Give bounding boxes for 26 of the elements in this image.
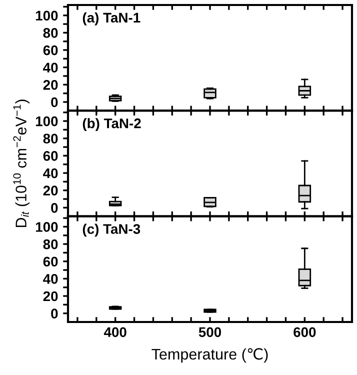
y-tick-label: 40 — [43, 274, 58, 284]
x-tick-label: 400 — [104, 327, 126, 338]
y-tick-label: 80 — [43, 239, 58, 250]
x-tick-label: 500 — [198, 327, 222, 338]
y-tick-label: 0 — [51, 203, 58, 213]
x-tick-label: 600 — [294, 327, 316, 338]
y-tick-label: 100 — [36, 10, 58, 21]
y-tick-label: 100 — [36, 222, 58, 232]
y-tick-label: 20 — [43, 80, 58, 90]
y-tick-label: 20 — [43, 186, 58, 196]
y-tick-label: 60 — [43, 151, 58, 161]
y-tick-label: 80 — [43, 134, 58, 144]
y-tick-label: 0 — [51, 97, 58, 108]
y-tick-label: 60 — [43, 256, 58, 267]
chart-title: (a) TaN-1 — [82, 12, 140, 26]
y-tick-label: 60 — [43, 45, 58, 56]
y-tick-label: 100 — [36, 116, 58, 126]
chart-title: (c) TaN-3 — [82, 224, 140, 237]
text: D$_{it}$ (10$^{10}$ cm$^{−2}$eV$^{−1}$) — [13, 100, 30, 228]
y-tick-label: 40 — [43, 62, 58, 73]
y-tick-label: 0 — [51, 308, 58, 319]
y-tick-label: 40 — [43, 168, 58, 178]
y-tick-label: 20 — [43, 291, 58, 302]
chart-title: (b) TaN-2 — [82, 118, 141, 132]
y-tick-label: 80 — [43, 28, 58, 38]
x-axis-title: Temperature (℃) — [152, 348, 268, 363]
